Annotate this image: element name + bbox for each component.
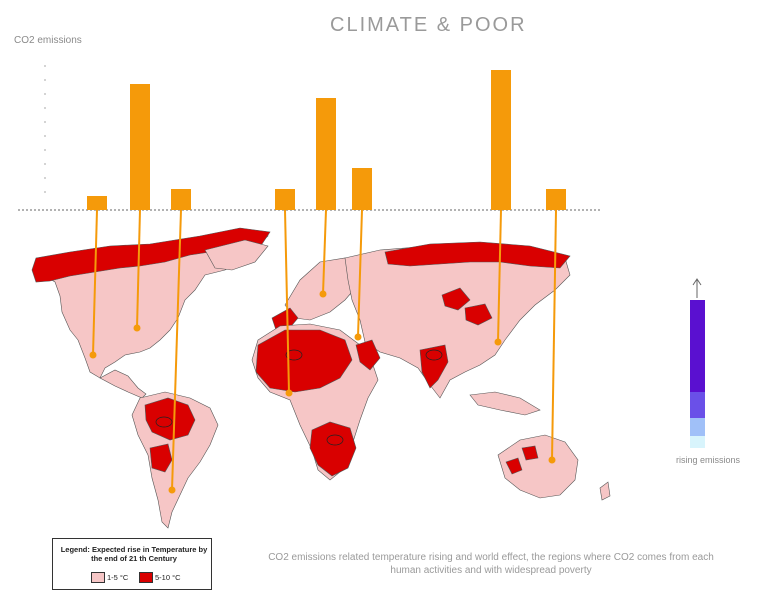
southern-africa-hotspot — [309, 421, 357, 477]
leader-line — [357, 209, 363, 338]
world-map — [31, 227, 611, 529]
legend-title: Legend: Expected rise in Temperature by … — [60, 545, 208, 563]
bar-china — [491, 70, 511, 210]
bar-mexico — [87, 196, 107, 210]
figure-caption: CO2 emissions related temperature rising… — [268, 552, 714, 576]
australia-hotspot-1 — [505, 457, 523, 475]
bar-south-america — [171, 189, 191, 210]
leader-line — [171, 209, 182, 491]
asia — [344, 243, 571, 399]
leader-dot — [168, 486, 176, 494]
leader-dot — [548, 456, 556, 464]
patagonia-hotspot — [149, 443, 173, 473]
emissions-ramp — [690, 278, 705, 448]
australia — [497, 434, 579, 499]
legend-swatch-low — [91, 572, 105, 583]
central-america — [99, 369, 147, 399]
ramp-caption: rising emissions — [676, 455, 741, 465]
greenland — [204, 239, 269, 271]
bar-usa — [130, 84, 150, 210]
tibet-hotspot — [464, 303, 493, 326]
central-asia-hotspot — [441, 287, 471, 311]
bar-middle-east — [352, 168, 372, 210]
australia-hotspot-2 — [521, 445, 539, 461]
leader-dot — [133, 324, 141, 332]
bar-europe — [316, 98, 336, 210]
sahara-hotspot — [255, 329, 353, 393]
emission-bars — [87, 70, 566, 210]
leader-dot — [285, 389, 293, 397]
leader-line — [92, 209, 98, 356]
legend-label-low: 1-5 °C — [107, 573, 129, 582]
arabia-hotspot — [355, 339, 381, 371]
leader-line — [136, 209, 141, 329]
leader-line — [284, 209, 290, 394]
bar-australia — [546, 189, 566, 210]
leader-line — [551, 209, 557, 461]
leader-dot — [354, 333, 362, 341]
y-axis-label: CO2 emissions — [14, 35, 82, 46]
y-axis-ticks — [44, 65, 46, 193]
leader-line — [497, 209, 502, 343]
india-hotspot — [419, 344, 449, 389]
bar-west-africa — [275, 189, 295, 210]
hotspot-circles — [155, 349, 443, 446]
leader-line — [322, 209, 327, 295]
page-title: CLIMATE & POOR — [330, 14, 527, 36]
leader-dot — [89, 351, 97, 359]
leader-dot — [494, 338, 502, 346]
map-legend: Legend: Expected rise in Temperature by … — [52, 538, 212, 590]
legend-swatch-high — [139, 572, 153, 583]
leader-dot — [319, 290, 327, 298]
leader-lines — [89, 209, 557, 494]
southeast-asia — [469, 391, 541, 416]
siberia-hotspot — [384, 241, 571, 269]
legend-label-high: 5-10 °C — [155, 573, 181, 582]
new-zealand — [599, 481, 611, 501]
